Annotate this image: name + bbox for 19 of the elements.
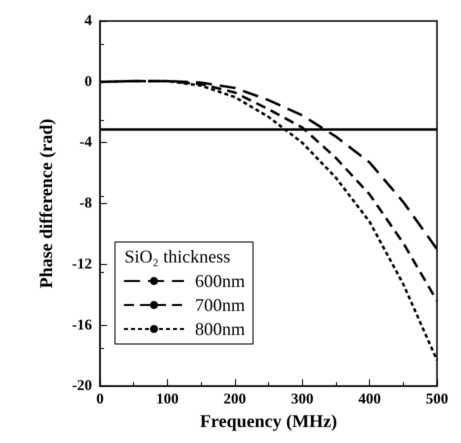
y-axis-title: Phase difference (rad) xyxy=(36,118,56,288)
x-axis-title: Frequency (MHz) xyxy=(200,411,338,431)
y-tick-label: -4 xyxy=(80,134,92,151)
y-tick-label: 0 xyxy=(84,74,92,90)
x-tick-label: 300 xyxy=(290,392,314,408)
x-tick-label: 500 xyxy=(426,392,448,408)
legend-label: 600nm xyxy=(195,271,246,291)
legend-label: 800nm xyxy=(195,319,246,339)
legend-label: 700nm xyxy=(195,295,246,315)
y-tick-label: -8 xyxy=(80,196,92,212)
y-tick-label: -20 xyxy=(72,378,92,394)
x-tick-label: 400 xyxy=(358,392,381,408)
legend-title: SiO₂ thickness xyxy=(124,246,230,266)
y-tick-label: -12 xyxy=(72,256,92,272)
x-tick-label: 0 xyxy=(96,392,104,408)
y-tick-label: -16 xyxy=(72,317,92,334)
y-tick-label: 4 xyxy=(84,13,92,29)
x-tick-label: 100 xyxy=(156,392,179,408)
x-tick-label: 200 xyxy=(224,392,246,408)
